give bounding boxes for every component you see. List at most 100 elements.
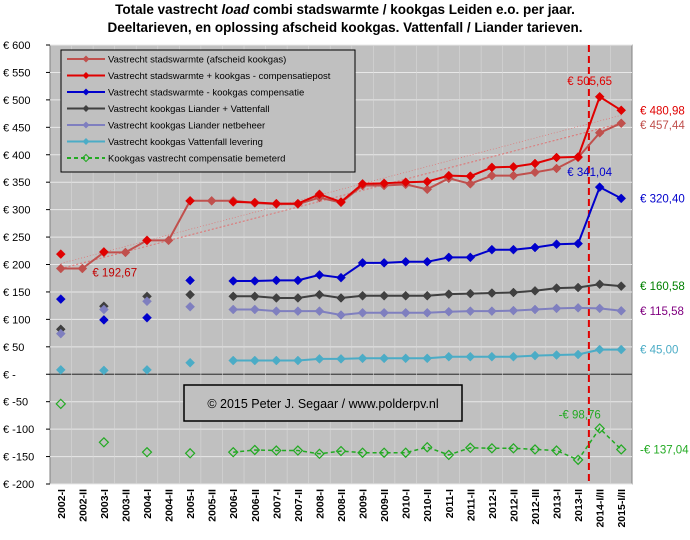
data-point [271, 355, 282, 366]
x-tick-label: 2013-I [552, 489, 564, 519]
data-label: € 320,40 [640, 193, 685, 205]
data-point [314, 354, 325, 364]
data-point [227, 446, 239, 458]
data-point [616, 193, 627, 204]
data-point [249, 304, 260, 315]
data-point [443, 252, 454, 263]
data-point [422, 353, 433, 364]
x-tick-label: 2009-II [379, 489, 391, 522]
data-point [465, 171, 476, 182]
data-point [594, 303, 605, 314]
data-point [292, 445, 304, 456]
data-point [55, 263, 66, 274]
data-point [465, 288, 476, 299]
data-point [314, 448, 325, 460]
data-point [487, 351, 497, 362]
data-point [99, 315, 109, 325]
data-point [551, 303, 562, 314]
data-point [573, 349, 583, 360]
data-point [616, 105, 627, 116]
data-point [443, 170, 454, 181]
data-label: € 45,00 [640, 345, 678, 357]
data-point [185, 289, 195, 300]
y-tick-label: € -200 [3, 479, 34, 491]
data-point [464, 442, 476, 454]
data-point [443, 306, 454, 317]
y-tick-label: € -100 [3, 424, 34, 436]
data-point [379, 353, 389, 364]
data-point [594, 91, 605, 102]
data-point [616, 305, 627, 316]
data-point [336, 354, 346, 364]
data-point [421, 441, 433, 453]
data-point [228, 276, 239, 286]
data-label: € 480,98 [640, 105, 685, 117]
data-point [142, 235, 152, 246]
legend-entry: Vastrecht stadswarmte + kookgas - compen… [108, 71, 331, 82]
data-point [465, 252, 476, 263]
data-point [99, 247, 109, 257]
x-tick-label: 2005-II [207, 489, 219, 522]
x-tick-label: 2011-II [465, 489, 477, 521]
data-point [228, 291, 239, 302]
x-tick-label: 2010-I [401, 489, 413, 519]
data-label: -€ 137,04 [640, 444, 689, 456]
data-point [615, 444, 627, 455]
data-point [141, 446, 153, 458]
data-point [508, 244, 519, 255]
data-point [293, 306, 303, 316]
data-point [508, 305, 519, 316]
x-tick-label: 2011-I [444, 489, 456, 518]
data-point [400, 177, 411, 188]
data-point [336, 197, 346, 207]
y-tick-label: € 500 [3, 95, 31, 107]
data-point [142, 312, 152, 323]
data-point [184, 447, 196, 459]
data-point [573, 238, 583, 249]
data-point [98, 436, 110, 448]
x-tick-label: 2015-I/II [616, 489, 628, 528]
data-point [55, 398, 67, 410]
data-label: € 192,67 [92, 268, 137, 280]
data-point [55, 249, 66, 259]
data-point [530, 167, 540, 178]
data-point [185, 357, 195, 368]
data-point [271, 275, 282, 286]
data-point [77, 263, 88, 274]
data-point [422, 307, 433, 318]
x-tick-label: 2012-III [530, 489, 542, 525]
data-point [228, 304, 239, 315]
data-point [400, 447, 412, 459]
data-label: € 115,58 [640, 306, 684, 318]
data-point [55, 294, 66, 304]
trendline-upper [60, 114, 622, 264]
x-tick-label: 2009-I [358, 489, 370, 519]
data-point [530, 242, 540, 253]
y-tick-label: € 150 [3, 287, 31, 299]
data-point [486, 442, 498, 454]
x-tick-label: 2012-I [487, 489, 499, 519]
data-point [508, 287, 519, 298]
data-point [142, 365, 152, 375]
data-point [206, 195, 217, 206]
data-point [379, 178, 389, 189]
legend-entry: Vastrecht stadswarmte - kookgas compensa… [108, 88, 304, 99]
data-point [99, 365, 109, 376]
data-point [594, 423, 606, 434]
x-tick-label: 2006-I [228, 489, 240, 519]
data-point [357, 307, 368, 318]
data-point [249, 291, 260, 302]
data-label: -€ 98,76 [559, 409, 601, 421]
data-point [616, 344, 627, 355]
data-point [551, 163, 562, 174]
legend-entry: Vastrecht kookgas Liander + Vattenfall [108, 104, 270, 115]
data-point [487, 306, 497, 316]
data-point [293, 293, 303, 303]
data-point [508, 351, 519, 362]
x-tick-label: 2008-II [336, 489, 348, 522]
data-point [271, 306, 282, 316]
x-tick-label: 2004-II [164, 489, 176, 522]
data-point [314, 306, 325, 316]
y-tick-label: € 550 [3, 67, 31, 79]
